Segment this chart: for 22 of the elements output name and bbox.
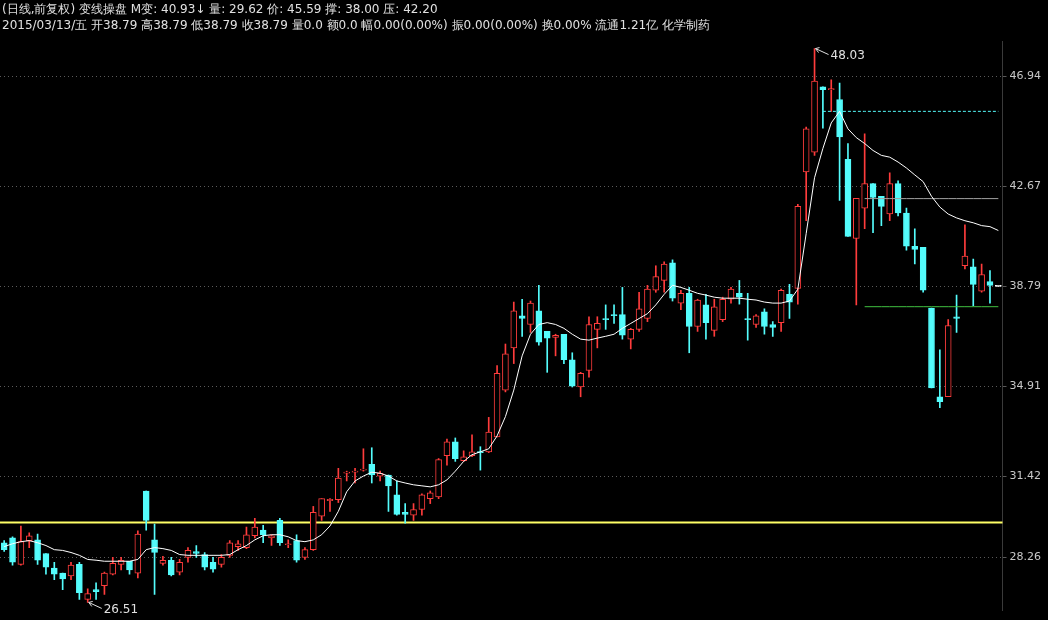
y-tick-label: 38.79 [1009,279,1042,293]
candlestick [769,321,777,337]
annotation: 48.03 [830,47,865,62]
y-tick-label: 42.67 [1009,179,1042,193]
candlestick [911,228,919,265]
candlestick [343,470,351,482]
candlestick [610,304,618,324]
y-tick-label: 34.91 [1009,379,1042,393]
candlestick [518,298,526,337]
candlestick [936,349,944,408]
y-tick-label: 28.26 [1009,550,1042,564]
y-tick-label: 31.42 [1009,468,1042,482]
chart-subtitle: 2015/03/13/五 开38.79 高38.79 低38.79 收38.79 量0.0 额0.0 幅0.00(0.00%) 振0.00(0.00%) 换0.00% 流通1.21亿 化学制药 [2,17,710,33]
annotation: 26.51 [103,601,139,616]
candlestick [827,79,835,112]
chart-title: (日线,前复权) 变线操盘 M变: 40.93↓ 量: 29.62 价: 45.59 撑: 38.00 压: 42.20 [2,1,439,17]
candlestick [986,270,994,304]
candlestick [401,503,409,524]
y-tick-label: 46.94 [1009,69,1042,83]
candlestick [351,468,359,484]
candlestick [543,331,551,373]
candlestick [92,582,100,600]
